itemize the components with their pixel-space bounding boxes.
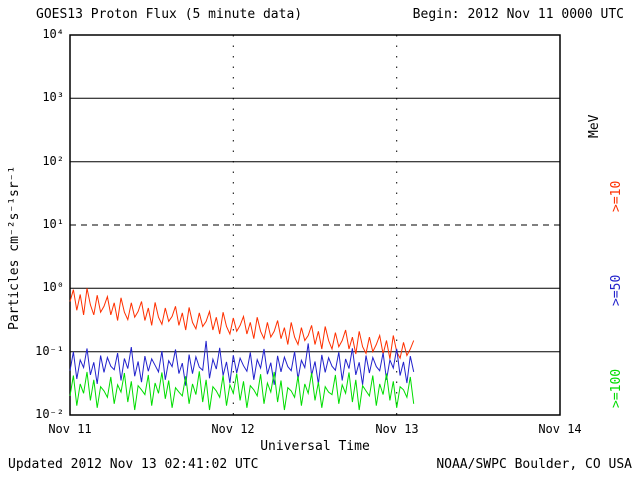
series-line-1 [69, 340, 415, 386]
x-tick-nov12: Nov 12 [211, 422, 255, 436]
legend-ge50-label: >=50 [609, 274, 624, 306]
updated-timestamp: Updated 2012 Nov 13 02:41:02 UTC [8, 457, 259, 472]
x-tick-nov14: Nov 14 [538, 422, 582, 436]
x-axis-label: Universal Time [260, 439, 370, 454]
legend-ge10-label: >=10 [609, 180, 624, 212]
y-tick-1e-1: 10⁻¹ [35, 344, 64, 358]
y-axis-label: Particles cm⁻²s⁻¹sr⁻¹ [7, 165, 22, 330]
y-tick-1e1: 10¹ [42, 217, 64, 231]
y-tick-1e-2: 10⁻² [35, 407, 64, 421]
legend-ge100-label: >=100 [609, 368, 624, 408]
y-tick-1e0: 10⁰ [42, 280, 64, 294]
y-tick-1e2: 10² [42, 154, 64, 168]
credit-label: NOAA/SWPC Boulder, CO USA [436, 457, 632, 472]
plot-frame [69, 34, 561, 416]
x-tick-nov13: Nov 13 [375, 422, 419, 436]
page-title: GOES13 Proton Flux (5 minute data) [36, 7, 303, 22]
series-line-2 [69, 371, 415, 411]
y-tick-1e3: 10³ [42, 90, 64, 104]
x-tick-nov11: Nov 11 [48, 422, 92, 436]
begin-label: Begin: 2012 Nov 11 0000 UTC [412, 7, 624, 22]
series-line-0 [69, 288, 415, 360]
right-axis-unit-label: MeV [587, 114, 602, 138]
y-tick-1e4: 10⁴ [42, 27, 64, 41]
